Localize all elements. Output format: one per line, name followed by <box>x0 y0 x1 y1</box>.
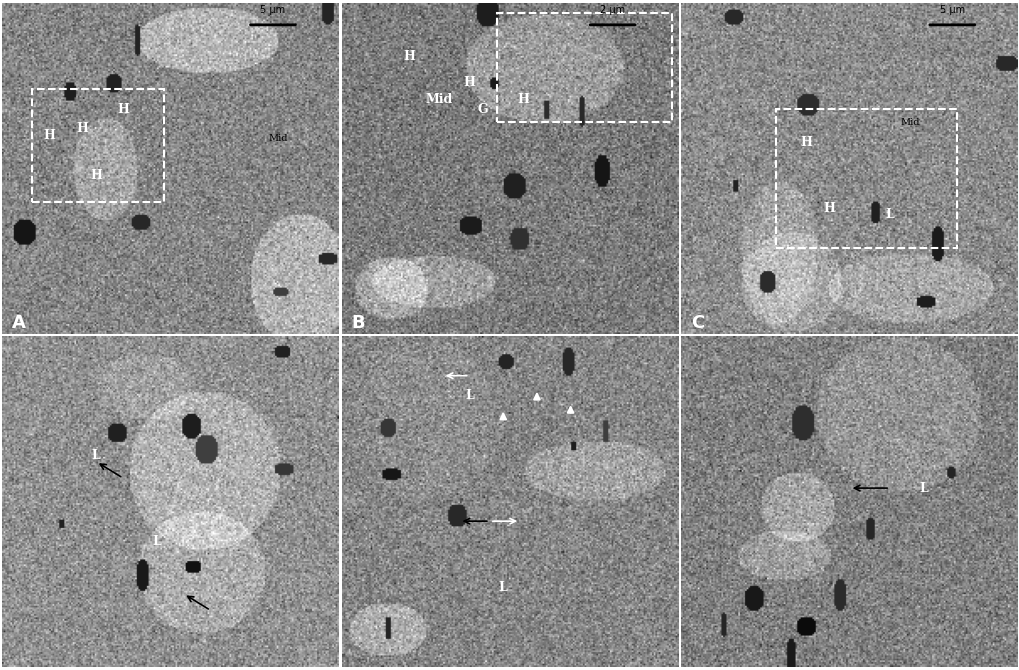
Text: L: L <box>153 535 161 547</box>
Text: H: H <box>517 92 529 106</box>
Text: H: H <box>43 129 55 142</box>
Text: H: H <box>799 136 811 149</box>
Text: Mid: Mid <box>900 118 919 127</box>
Text: A: A <box>12 314 26 332</box>
Text: H: H <box>464 76 475 89</box>
Text: 5 μm: 5 μm <box>260 5 285 15</box>
Text: C: C <box>691 314 704 332</box>
Text: L: L <box>465 389 474 402</box>
Text: H: H <box>403 50 415 63</box>
Text: H: H <box>91 169 102 182</box>
Text: Mid: Mid <box>425 92 452 106</box>
Text: H: H <box>117 103 129 116</box>
Text: G: G <box>477 103 488 116</box>
Text: Mid: Mid <box>268 135 287 143</box>
Text: 2 μm: 2 μm <box>599 5 625 15</box>
Text: L: L <box>918 482 927 494</box>
Text: L: L <box>498 581 507 594</box>
Text: L: L <box>92 448 101 462</box>
Text: H: H <box>822 202 835 215</box>
Text: B: B <box>352 314 365 332</box>
Text: H: H <box>76 123 89 135</box>
Text: L: L <box>884 208 894 222</box>
Text: 5 μm: 5 μm <box>938 5 964 15</box>
